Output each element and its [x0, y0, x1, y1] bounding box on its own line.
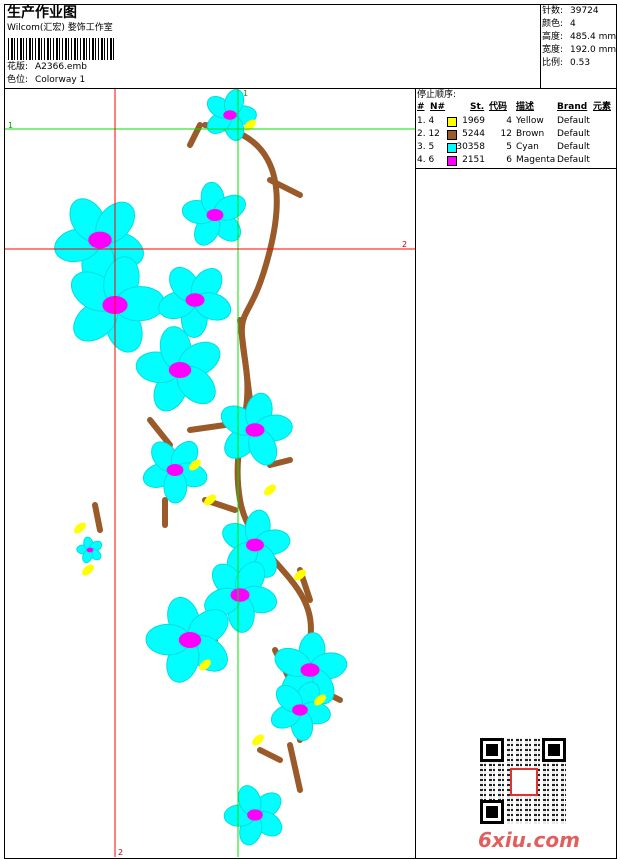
flower-center: [246, 538, 264, 552]
flower-center: [178, 632, 202, 648]
stitches: 30358: [456, 142, 485, 152]
flower-center: [86, 547, 94, 553]
guide-label: 2: [402, 240, 407, 249]
rule: [415, 88, 416, 858]
design-canvas: 1 1 2 2: [5, 89, 415, 857]
color-swatch: [447, 117, 457, 127]
twig: [237, 317, 253, 403]
twig: [92, 502, 103, 533]
row-index: 4. 6: [417, 155, 435, 165]
guide-label: 1: [243, 89, 248, 98]
color-swatch: [447, 156, 457, 166]
flower-center: [245, 423, 265, 437]
twig: [147, 417, 173, 448]
border: [4, 4, 617, 859]
bud: [244, 119, 256, 131]
description: Brown: [516, 129, 545, 139]
description: Cyan: [516, 142, 539, 152]
bud: [252, 734, 264, 746]
code: 12: [500, 129, 512, 139]
flower-center: [166, 464, 184, 476]
color-swatch: [447, 130, 457, 140]
code: 4: [506, 116, 512, 126]
flower-center: [230, 588, 250, 602]
bud: [204, 494, 216, 506]
rule: [540, 4, 541, 88]
flower-center: [168, 362, 192, 378]
brand: Default: [557, 129, 590, 139]
bud: [264, 484, 276, 496]
stat-label: 宽度:: [542, 45, 564, 55]
stat-value: 485.4 mm: [570, 32, 617, 42]
brand: Default: [557, 155, 590, 165]
column-header: N#: [430, 102, 446, 112]
subtitle: Wilcom(汇宏) 婺饰工作室: [7, 23, 113, 33]
bud: [82, 564, 94, 576]
stitches: 1969: [462, 116, 485, 126]
bud: [314, 694, 326, 706]
guide-label: 2: [118, 848, 123, 857]
flower-center: [185, 293, 205, 307]
flower-center: [300, 663, 320, 677]
row-index: 2. 12: [417, 129, 440, 139]
stat-label: 高度:: [542, 32, 564, 42]
bud: [294, 569, 306, 581]
stat-label: 比例:: [542, 58, 564, 68]
rule: [415, 168, 616, 169]
description: Magenta: [516, 155, 556, 165]
qr-finder: [480, 738, 504, 762]
column-header: St.: [470, 102, 485, 112]
twig: [287, 742, 303, 793]
stat-label: 针数:: [542, 6, 564, 16]
column-header: Brand: [557, 102, 588, 112]
column-header: 元素: [593, 102, 612, 112]
stat-value: 4: [570, 19, 576, 29]
guide-label: 1: [8, 121, 13, 130]
twig: [187, 122, 203, 148]
qr-finder: [480, 800, 504, 824]
stitches: 2151: [462, 155, 485, 165]
bud: [74, 522, 86, 534]
twig: [267, 457, 293, 468]
code: 5: [506, 142, 512, 152]
qr-finder: [542, 738, 566, 762]
flower-center: [206, 209, 224, 221]
column-header: 代码: [489, 102, 508, 112]
design-file: A2366.emb: [35, 62, 87, 72]
brand: Default: [557, 116, 590, 126]
design-file-label: 花版:: [7, 62, 29, 72]
watermark: 6xiu.com: [478, 828, 580, 852]
twig: [257, 747, 283, 763]
flower-center: [88, 231, 112, 249]
rule: [4, 88, 616, 89]
description: Yellow: [516, 116, 544, 126]
row-index: 1. 4: [417, 116, 435, 126]
stat-value: 192.0 mm: [570, 45, 617, 55]
stat-label: 颜色:: [542, 19, 564, 29]
flower-center: [247, 809, 263, 821]
row-index: 3. 5: [417, 142, 435, 152]
flower-center: [223, 110, 237, 120]
bud: [199, 659, 211, 671]
column-header: 描述: [516, 102, 535, 112]
stop-sequence-title: 停止顺序:: [417, 90, 457, 100]
colorway-label: 色位:: [7, 75, 29, 85]
stat-value: 0.53: [570, 58, 591, 68]
brand: Default: [557, 142, 590, 152]
column-header: #: [417, 102, 425, 112]
colorway: Colorway 1: [35, 75, 86, 85]
code: 6: [506, 155, 512, 165]
flower-center: [292, 704, 308, 716]
stat-value: 39724: [570, 6, 599, 16]
twig: [267, 177, 303, 198]
twig: [187, 422, 228, 433]
stitches: 5244: [462, 129, 485, 139]
barcode: [8, 38, 116, 60]
seal: [510, 768, 538, 796]
title: 生产作业图: [7, 5, 77, 21]
bud: [189, 459, 201, 471]
color-swatch: [447, 143, 457, 153]
